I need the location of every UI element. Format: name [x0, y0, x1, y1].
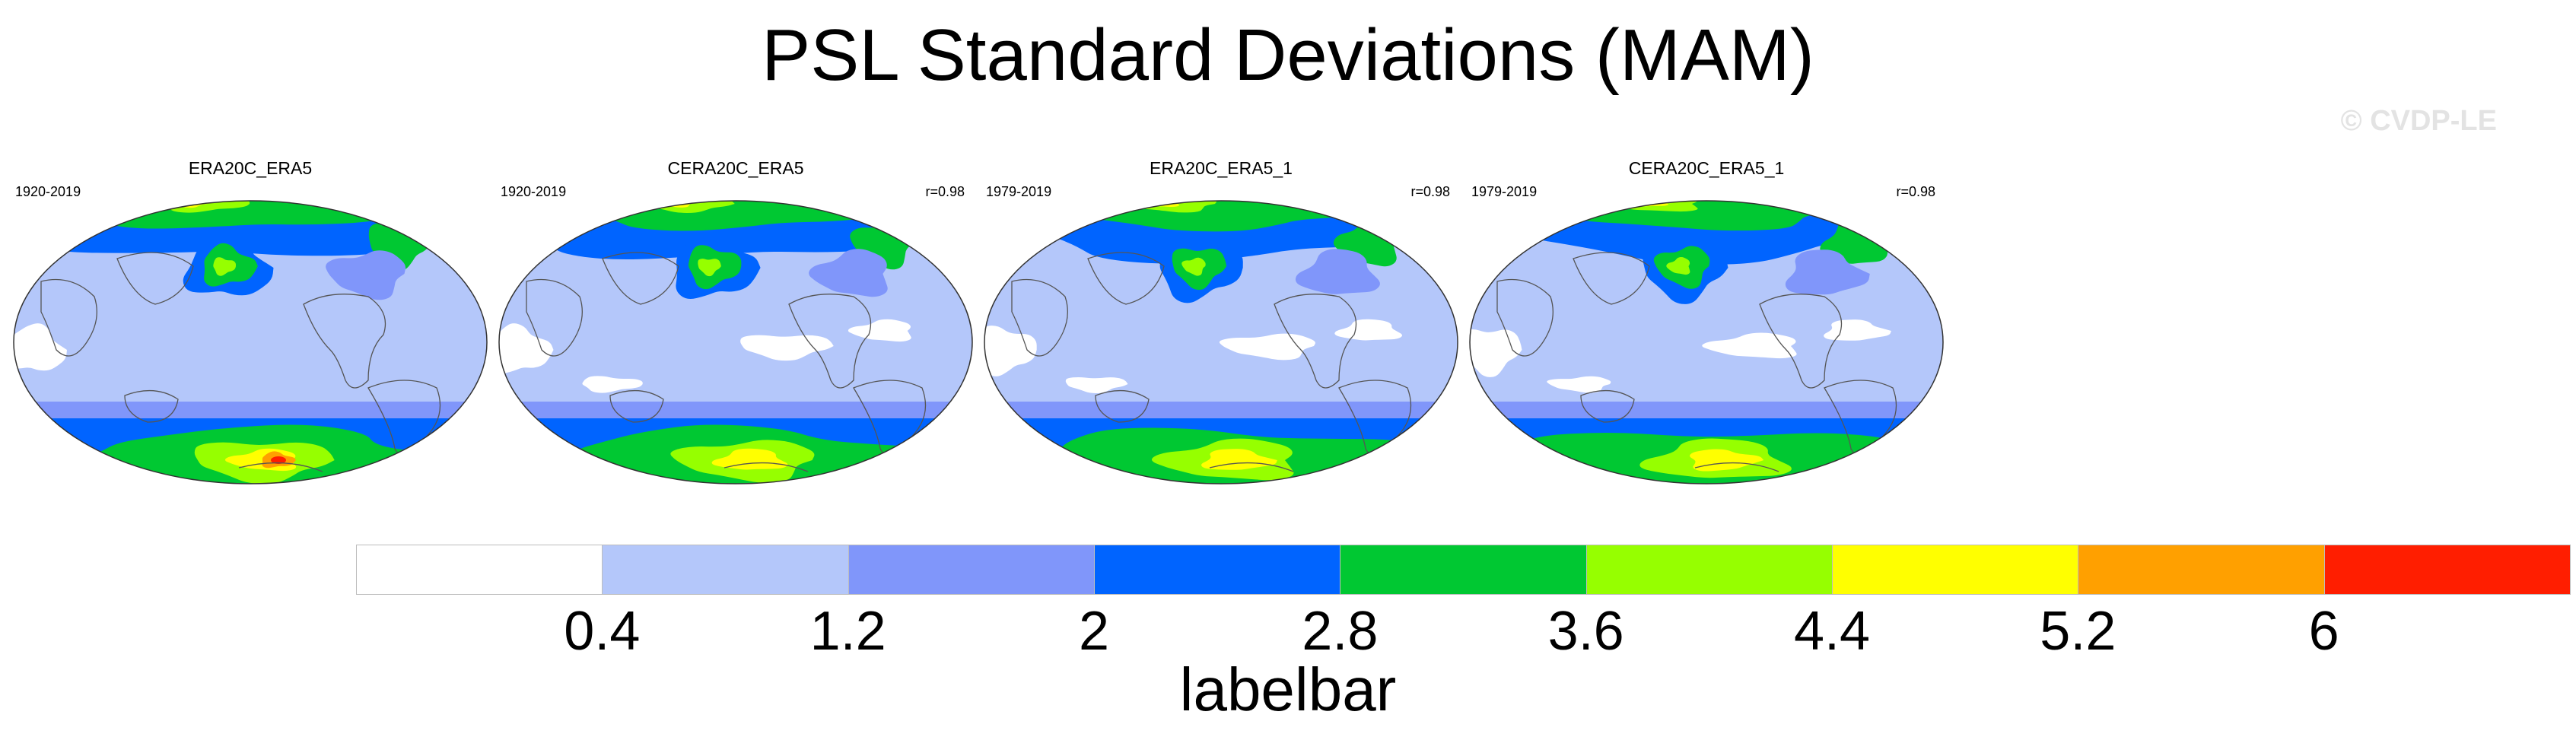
- map-panel: ERA20C_ERA5_1 1979-2019 r=0.98: [981, 152, 1461, 487]
- map-projection: [984, 200, 1458, 484]
- panel-correlation: r=0.98: [925, 184, 965, 199]
- panel-years: 1979-2019: [1471, 184, 1538, 199]
- labelbar-tick-label: 1.2: [809, 601, 886, 662]
- labelbar-box: [1340, 545, 1587, 595]
- labelbar-box: [356, 545, 603, 595]
- panel-correlation: r=0.98: [1896, 184, 1935, 199]
- labelbar-box: [848, 545, 1095, 595]
- copyright-label: © CVDP-LE: [2340, 105, 2497, 137]
- labelbar-box: [602, 545, 849, 595]
- panel-years: 1920-2019: [15, 184, 81, 199]
- panel-years: 1920-2019: [501, 184, 567, 199]
- map-projection: [498, 200, 973, 484]
- panel-years: 1979-2019: [986, 184, 1052, 199]
- panel-title: ERA20C_ERA5: [188, 158, 313, 178]
- labelbar-tick-label: 2.8: [1302, 601, 1379, 662]
- panel-title: CERA20C_ERA5: [667, 158, 804, 178]
- labelbar-box: [1585, 545, 1833, 595]
- map-panel: CERA20C_ERA5_1 1979-2019 r=0.98: [1467, 152, 1946, 487]
- map-projection: [1469, 200, 1944, 484]
- labelbar-tick-label: 6: [2308, 601, 2339, 662]
- map-projection: [13, 200, 488, 484]
- page-title: PSL Standard Deviations (MAM): [762, 14, 1814, 96]
- panel-title: ERA20C_ERA5_1: [1150, 158, 1293, 178]
- labelbar-tick-label: 3.6: [1547, 601, 1624, 662]
- labelbar-box: [2323, 545, 2571, 595]
- labelbar-box: [1094, 545, 1341, 595]
- labelbar-box: [1832, 545, 2079, 595]
- labelbar: [356, 545, 2571, 596]
- labelbar-tick-label: 4.4: [1793, 601, 1871, 662]
- labelbar-tick-label: 0.4: [564, 601, 641, 662]
- labelbar-tick-label: 5.2: [2040, 601, 2116, 662]
- panel-title: CERA20C_ERA5_1: [1628, 158, 1785, 178]
- map-panel: ERA20C_ERA5 1920-2019: [11, 152, 490, 487]
- map-panel: CERA20C_ERA5 1920-2019 r=0.98: [496, 152, 975, 487]
- panel-correlation: r=0.98: [1410, 184, 1450, 199]
- labelbar-tick-label: 2: [1078, 601, 1110, 662]
- labelbar-title: labelbar: [1179, 656, 1397, 723]
- labelbar-box: [2078, 545, 2325, 595]
